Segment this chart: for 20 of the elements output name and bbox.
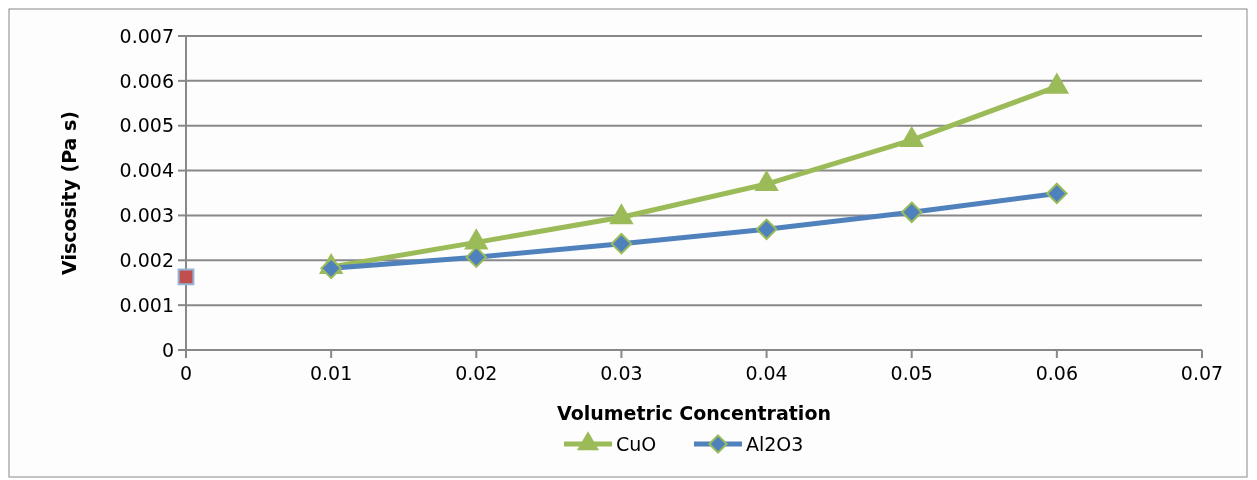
x-axis-title: Volumetric Concentration (557, 402, 831, 424)
y-tick-label: 0.006 (119, 69, 174, 92)
y-tick-label: 0 (161, 338, 174, 361)
y-tick-label: 0.004 (119, 159, 174, 182)
x-tick-label: 0 (179, 362, 193, 384)
legend-label: CuO (616, 432, 657, 455)
x-tick-label: 0.03 (600, 362, 643, 384)
legend-label: Al2O3 (746, 432, 804, 455)
x-tick-label: 0.04 (745, 362, 788, 384)
x-tick-label: 0.06 (1035, 362, 1079, 384)
y-tick-label: 0.001 (119, 293, 174, 316)
y-tick-label: 0.003 (119, 204, 174, 227)
y-axis-title: Viscosity (Pa s) (58, 111, 80, 275)
x-tick-label: 0.07 (1180, 362, 1224, 384)
y-tick-label: 0.007 (119, 24, 174, 47)
x-tick-label: 0.05 (890, 362, 933, 384)
x-tick-label: 0.02 (455, 362, 498, 384)
y-tick-label: 0.005 (119, 114, 174, 137)
x-tick-label: 0.01 (309, 362, 353, 384)
y-tick-label: 0.002 (119, 248, 174, 271)
